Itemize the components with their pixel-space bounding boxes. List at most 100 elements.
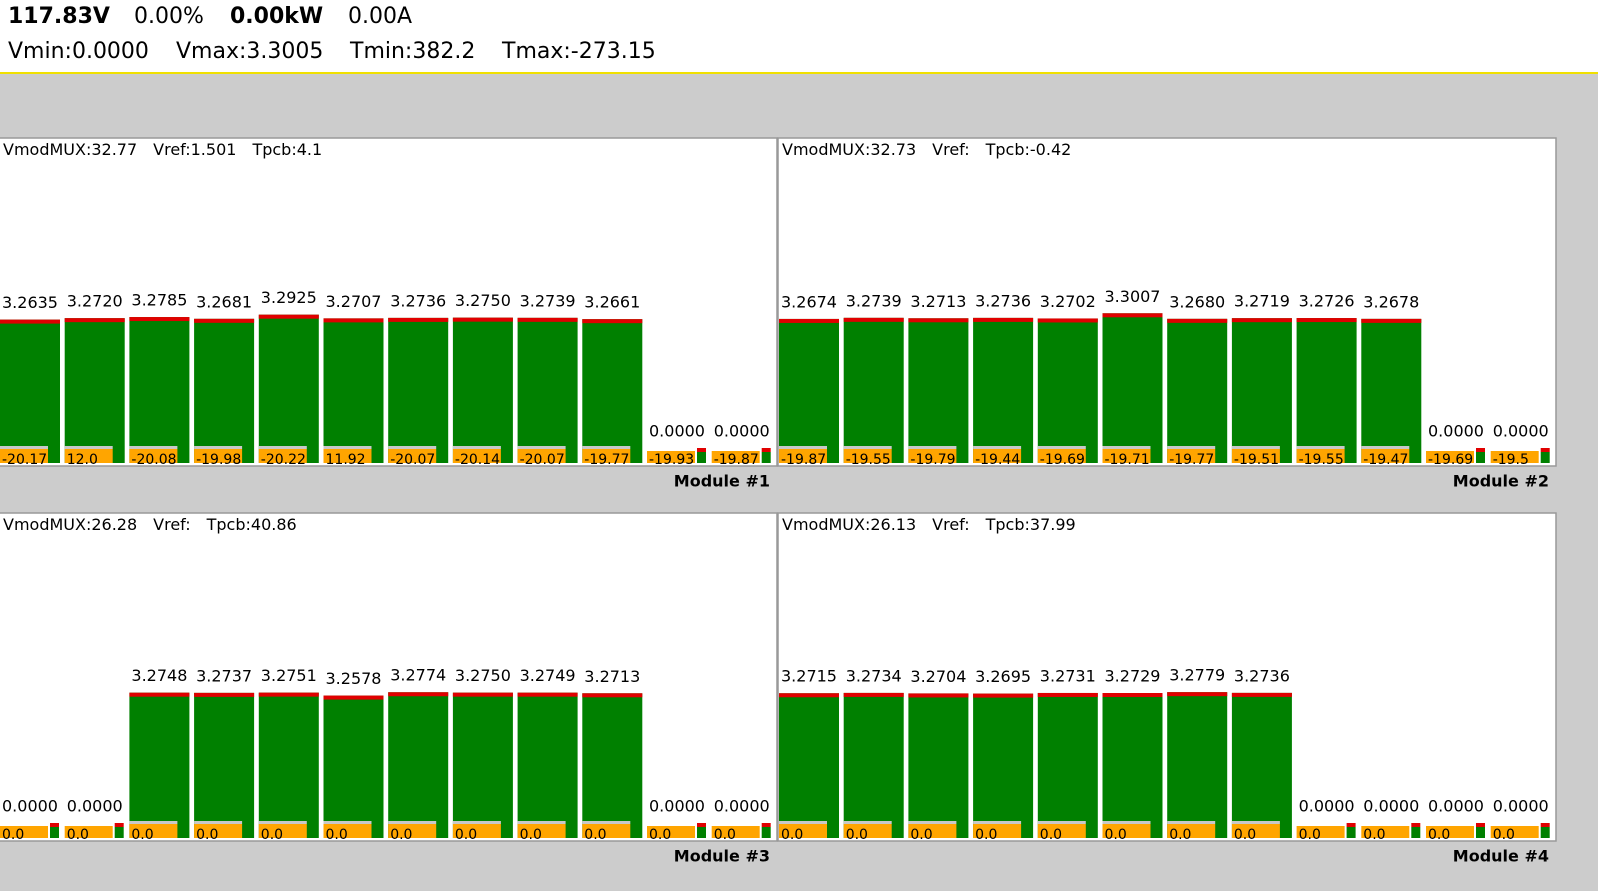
cell-temp: -19.87 bbox=[714, 452, 759, 468]
cell-voltage: 3.2736 bbox=[390, 291, 446, 310]
cell-temp: -19.77 bbox=[584, 452, 629, 468]
cell-cap bbox=[452, 692, 513, 697]
temp-gap bbox=[452, 446, 501, 449]
header-limit: Tmin:382.2 bbox=[349, 39, 475, 64]
cell-voltage: 3.2739 bbox=[846, 291, 902, 310]
cell-cap bbox=[1231, 692, 1292, 697]
cell-bar bbox=[908, 318, 969, 463]
temp-gap bbox=[129, 446, 178, 449]
cell-cap bbox=[1167, 692, 1228, 697]
info-item: VmodMUX:32.73 bbox=[782, 140, 916, 159]
cell-temp: 0.0 bbox=[131, 827, 153, 843]
status-red bbox=[1540, 823, 1550, 827]
temp-box bbox=[973, 449, 1022, 463]
cell-voltage: 3.2748 bbox=[131, 666, 187, 685]
cell-temp: 0.0 bbox=[2, 827, 24, 843]
header-stat: 117.83V bbox=[8, 4, 110, 29]
cell-bar bbox=[908, 693, 969, 838]
header-limit: Tmax:-273.15 bbox=[501, 39, 656, 64]
temp-box bbox=[1037, 449, 1086, 463]
temp-box bbox=[1296, 449, 1345, 463]
status-red bbox=[114, 823, 124, 827]
info-item: VmodMUX:26.28 bbox=[3, 515, 137, 534]
cell-voltage: 0.0000 bbox=[1493, 797, 1549, 816]
cell-bar bbox=[388, 692, 449, 838]
cell-temp: 0.0 bbox=[975, 827, 997, 843]
cell-temp: 0.0 bbox=[781, 827, 803, 843]
info-item: Vref: bbox=[153, 515, 190, 534]
cell-bar bbox=[1231, 318, 1292, 463]
temp-box bbox=[0, 826, 48, 838]
status-red bbox=[761, 448, 771, 452]
cell-cap bbox=[582, 693, 643, 698]
cell-bar bbox=[0, 319, 60, 463]
temp-gap bbox=[517, 446, 566, 449]
info-item: VmodMUX:32.77 bbox=[3, 140, 137, 159]
temp-gap bbox=[258, 446, 307, 449]
cell-bar bbox=[1037, 692, 1098, 838]
temp-box bbox=[258, 449, 307, 463]
cell-bar bbox=[258, 692, 319, 838]
temp-box bbox=[711, 826, 760, 838]
cell-voltage: 3.2695 bbox=[975, 667, 1031, 686]
cell-voltage: 3.2661 bbox=[584, 293, 640, 312]
cell-cap bbox=[1231, 318, 1292, 323]
temp-gap bbox=[129, 821, 178, 824]
cell-temp: -19.51 bbox=[1234, 452, 1279, 468]
header-limit: Vmax:3.3005 bbox=[176, 39, 323, 64]
cell-cap bbox=[582, 319, 643, 324]
cell-voltage: 3.2739 bbox=[520, 291, 576, 310]
cell-bar bbox=[1361, 318, 1422, 463]
temp-gap bbox=[388, 446, 437, 449]
cell-cap bbox=[194, 318, 255, 323]
cell-cap bbox=[1167, 318, 1228, 323]
temp-box bbox=[194, 824, 243, 838]
cell-voltage: 3.2774 bbox=[390, 666, 446, 685]
cell-temp: 0.0 bbox=[196, 827, 218, 843]
cell-cap bbox=[129, 692, 190, 697]
temp-box bbox=[1490, 826, 1539, 838]
info-item: Tpcb:37.99 bbox=[985, 515, 1076, 534]
info-item: Vref: bbox=[932, 515, 969, 534]
cell-temp: 0.0 bbox=[910, 827, 932, 843]
cell-bar bbox=[973, 693, 1034, 838]
temp-gap bbox=[194, 821, 243, 824]
cell-bar bbox=[194, 692, 255, 838]
cell-voltage: 0.0000 bbox=[67, 797, 123, 816]
module-info: VmodMUX:26.13 Vref: Tpcb:37.99 bbox=[782, 515, 1076, 534]
temp-gap bbox=[323, 821, 372, 824]
cell-temp: 0.0 bbox=[1234, 827, 1256, 843]
cell-temp: -19.87 bbox=[781, 452, 826, 468]
cell-temp: 0.0 bbox=[326, 827, 348, 843]
cell-voltage: 3.2731 bbox=[1040, 666, 1096, 685]
module-panel bbox=[777, 137, 1557, 467]
status-red bbox=[1540, 448, 1550, 452]
header-stat: 0.00kW bbox=[230, 4, 323, 29]
cell-bar bbox=[1167, 318, 1228, 463]
temp-gap bbox=[0, 446, 48, 449]
cell-temp: -19.55 bbox=[1299, 452, 1344, 468]
cell-bar bbox=[517, 317, 578, 463]
cell-bar bbox=[517, 692, 578, 838]
header-stat: 0.00% bbox=[134, 4, 204, 29]
cell-temp: 0.0 bbox=[1169, 827, 1191, 843]
cell-bar bbox=[452, 317, 513, 463]
module-label: Module #3 bbox=[674, 847, 770, 866]
cell-voltage: 3.2681 bbox=[196, 292, 252, 311]
temp-box bbox=[1102, 824, 1151, 838]
cell-temp: 12.0 bbox=[67, 452, 98, 468]
cell-temp: -19.98 bbox=[196, 452, 241, 468]
cell-voltage: 3.2713 bbox=[584, 667, 640, 686]
temp-box bbox=[1426, 826, 1474, 838]
cell-cap bbox=[1037, 318, 1098, 323]
cell-voltage: 3.2702 bbox=[1040, 292, 1096, 311]
temp-gap bbox=[194, 446, 243, 449]
cell-bar bbox=[323, 695, 384, 838]
cell-cap bbox=[1102, 693, 1163, 698]
cell-temp: -19.44 bbox=[975, 452, 1020, 468]
status-red bbox=[761, 823, 771, 827]
cell-bar bbox=[1102, 313, 1163, 463]
cell-temp: -20.22 bbox=[261, 452, 306, 468]
